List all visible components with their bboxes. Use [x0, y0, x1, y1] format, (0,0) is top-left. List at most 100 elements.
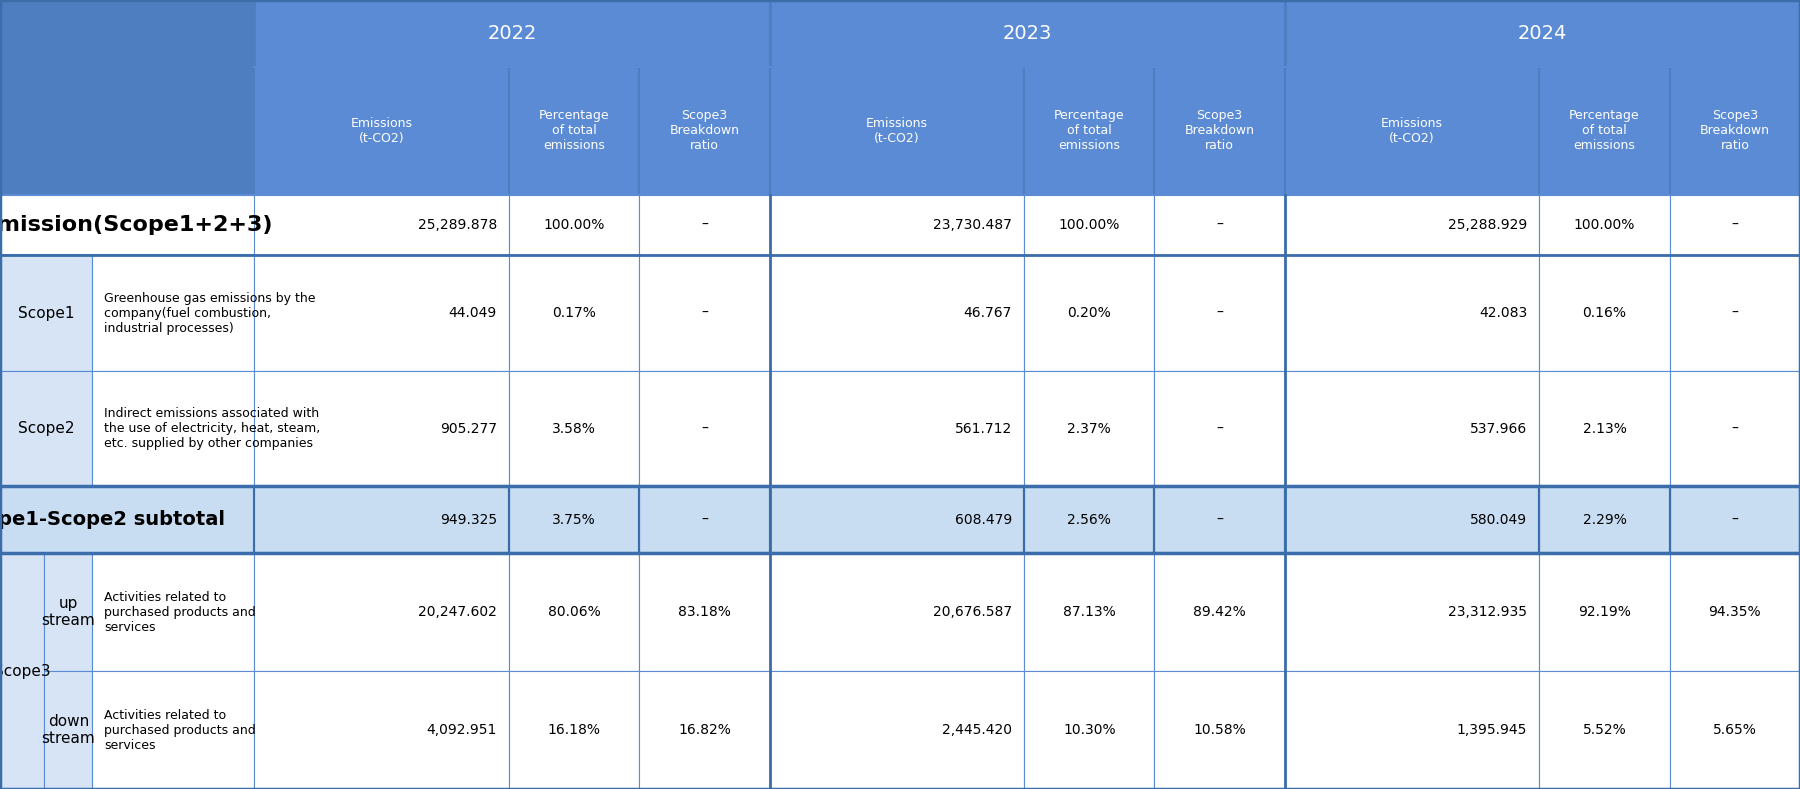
Bar [770, 553, 1024, 671]
Text: 89.42%: 89.42% [1193, 605, 1246, 619]
Text: –: – [1217, 421, 1222, 436]
Text: 0.16%: 0.16% [1582, 306, 1627, 320]
Text: 2022: 2022 [488, 24, 536, 43]
Bar [1670, 486, 1800, 553]
Bar [770, 67, 1024, 195]
Bar [1024, 553, 1154, 671]
Bar [770, 0, 1285, 67]
Bar [770, 195, 1024, 256]
Bar [45, 553, 92, 671]
Text: –: – [1217, 306, 1222, 320]
Text: 2023: 2023 [1003, 24, 1051, 43]
Bar [639, 371, 770, 486]
Bar [770, 486, 1024, 553]
Bar [1539, 371, 1670, 486]
Text: 87.13%: 87.13% [1064, 605, 1116, 619]
Text: Emissions
(t-CO2): Emissions (t-CO2) [1381, 117, 1444, 144]
Bar [770, 371, 1024, 486]
Text: Scope1-Scope2 subtotal: Scope1-Scope2 subtotal [0, 510, 225, 529]
Bar [639, 195, 770, 256]
Bar [1285, 671, 1539, 789]
Text: 94.35%: 94.35% [1708, 605, 1760, 619]
Text: 23,730.487: 23,730.487 [932, 218, 1012, 232]
Bar [254, 371, 509, 486]
Text: 16.18%: 16.18% [547, 723, 601, 737]
Bar [1670, 671, 1800, 789]
Bar [509, 371, 639, 486]
Bar [0, 67, 254, 195]
Bar [1024, 486, 1154, 553]
Bar [1154, 553, 1285, 671]
Text: 561.712: 561.712 [954, 421, 1012, 436]
Text: 4,092.951: 4,092.951 [427, 723, 497, 737]
Bar [1154, 256, 1285, 371]
Bar [1539, 486, 1670, 553]
Text: 23,312.935: 23,312.935 [1449, 605, 1528, 619]
Text: –: – [700, 513, 707, 527]
Bar [0, 553, 45, 789]
Bar [1154, 486, 1285, 553]
Bar [1285, 67, 1539, 195]
Text: –: – [1732, 218, 1739, 232]
Bar [1285, 553, 1539, 671]
Bar [639, 486, 770, 553]
Bar [45, 671, 92, 789]
Bar [92, 256, 254, 371]
Bar [254, 256, 509, 371]
Text: 44.049: 44.049 [448, 306, 497, 320]
Bar [639, 486, 770, 553]
Bar [1154, 486, 1285, 553]
Bar [1024, 195, 1154, 256]
Text: 537.966: 537.966 [1471, 421, 1528, 436]
Bar [254, 195, 509, 256]
Bar [1285, 195, 1539, 256]
Bar [0, 256, 92, 371]
Bar [1285, 486, 1539, 553]
Text: 580.049: 580.049 [1471, 513, 1528, 527]
Bar [509, 256, 639, 371]
Text: –: – [1732, 513, 1739, 527]
Text: Activities related to
purchased products and
services: Activities related to purchased products… [104, 591, 256, 634]
Text: Greenhouse gas emissions by the
company(fuel combustion,
industrial processes): Greenhouse gas emissions by the company(… [104, 292, 315, 335]
Bar [254, 553, 509, 671]
Text: Percentage
of total
emissions: Percentage of total emissions [1055, 109, 1125, 152]
Text: –: – [1732, 421, 1739, 436]
Text: Total emission(Scope1+2+3): Total emission(Scope1+2+3) [0, 215, 272, 235]
Bar [509, 67, 639, 195]
Bar [639, 671, 770, 789]
Text: 25,289.878: 25,289.878 [418, 218, 497, 232]
Text: 100.00%: 100.00% [1573, 218, 1634, 232]
Text: 949.325: 949.325 [439, 513, 497, 527]
Text: 2.37%: 2.37% [1067, 421, 1111, 436]
Bar [0, 0, 1800, 67]
Bar [254, 486, 509, 553]
Text: 100.00%: 100.00% [544, 218, 605, 232]
Bar [1024, 256, 1154, 371]
Bar [639, 553, 770, 671]
Bar [1670, 486, 1800, 553]
Bar [1154, 671, 1285, 789]
Text: 2.29%: 2.29% [1582, 513, 1627, 527]
Bar [92, 671, 254, 789]
Text: Indirect emissions associated with
the use of electricity, heat, steam,
etc. sup: Indirect emissions associated with the u… [104, 407, 320, 450]
Text: Scope3
Breakdown
ratio: Scope3 Breakdown ratio [670, 109, 740, 152]
Bar [1154, 195, 1285, 256]
Bar [1539, 671, 1670, 789]
Text: 10.30%: 10.30% [1064, 723, 1116, 737]
Bar [1539, 553, 1670, 671]
Bar [1285, 256, 1539, 371]
Text: 1,395.945: 1,395.945 [1456, 723, 1528, 737]
Bar [1024, 486, 1154, 553]
Bar [1024, 67, 1154, 195]
Text: 2,445.420: 2,445.420 [941, 723, 1012, 737]
Bar [770, 256, 1024, 371]
Bar [254, 486, 509, 553]
Bar [770, 486, 1024, 553]
Text: Percentage
of total
emissions: Percentage of total emissions [1570, 109, 1640, 152]
Text: –: – [700, 306, 707, 320]
Bar [1670, 67, 1800, 195]
Text: –: – [700, 218, 707, 232]
Text: down
stream: down stream [41, 714, 95, 746]
Text: –: – [1732, 306, 1739, 320]
Bar [1024, 371, 1154, 486]
